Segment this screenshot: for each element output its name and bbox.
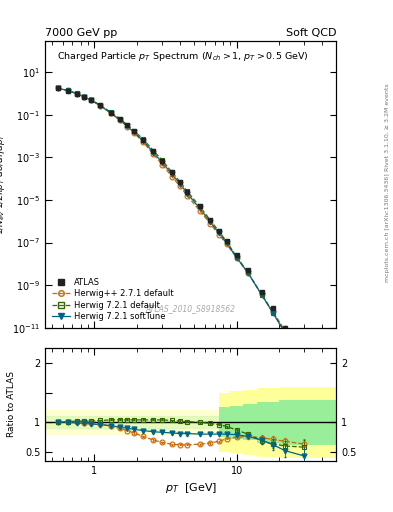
X-axis label: $p_T$  [GeV]: $p_T$ [GeV] — [165, 481, 217, 495]
Text: Charged Particle $p_T$ Spectrum ($N_{ch} > 1$, $p_T > 0.5$ GeV): Charged Particle $p_T$ Spectrum ($N_{ch}… — [57, 50, 309, 62]
Legend: ATLAS, Herwig++ 2.7.1 default, Herwig 7.2.1 default, Herwig 7.2.1 softTune: ATLAS, Herwig++ 2.7.1 default, Herwig 7.… — [50, 275, 176, 324]
Y-axis label: $1/N_{ev}\ 1/2\pi p_T\ d\sigma/d\eta dp_T$: $1/N_{ev}\ 1/2\pi p_T\ d\sigma/d\eta dp_… — [0, 133, 7, 236]
Text: Rivet 3.1.10, ≥ 3.2M events: Rivet 3.1.10, ≥ 3.2M events — [385, 83, 389, 171]
Text: ATLAS_2010_S8918562: ATLAS_2010_S8918562 — [145, 304, 236, 313]
Text: mcplots.cern.ch [arXiv:1306.3436]: mcplots.cern.ch [arXiv:1306.3436] — [385, 173, 389, 282]
Bar — [45, 416, 336, 428]
Y-axis label: Ratio to ATLAS: Ratio to ATLAS — [7, 372, 16, 437]
Text: Soft QCD: Soft QCD — [286, 28, 336, 38]
Bar — [45, 411, 336, 434]
Text: 7000 GeV pp: 7000 GeV pp — [45, 28, 118, 38]
